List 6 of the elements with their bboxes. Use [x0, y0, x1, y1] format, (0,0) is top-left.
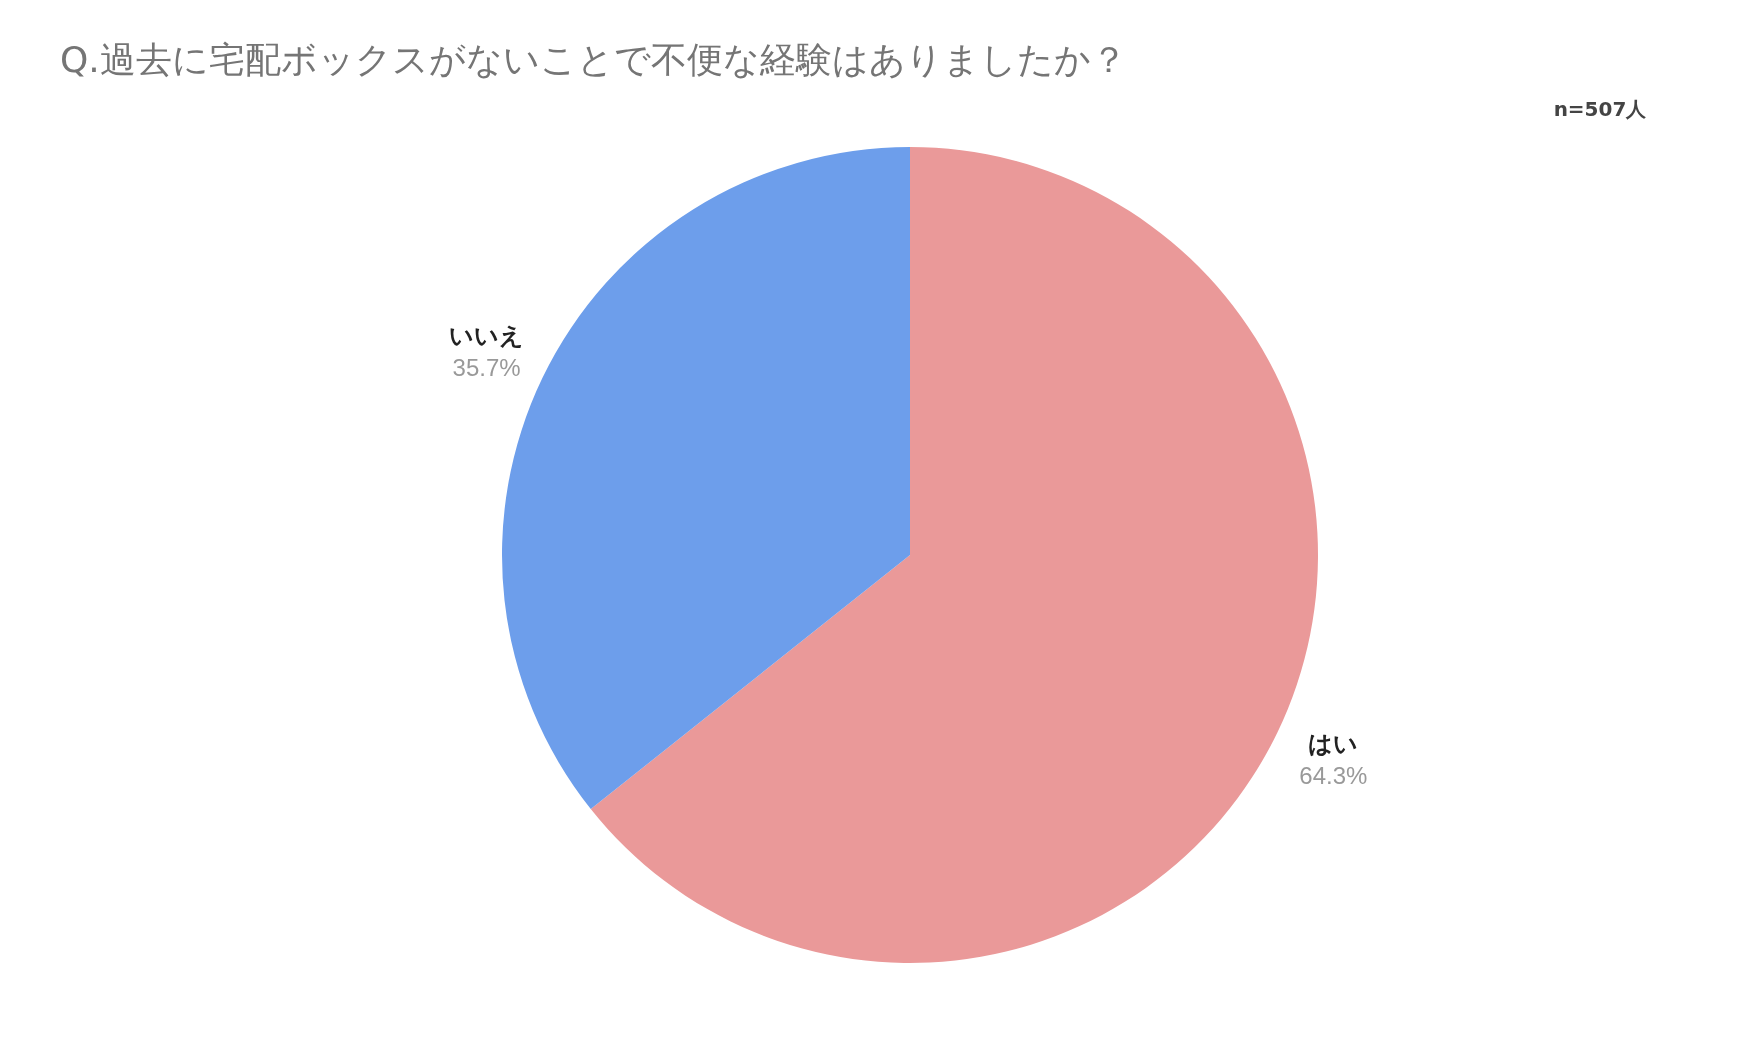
chart-title: Q.過去に宅配ボックスがないことで不便な経験はありましたか？: [60, 39, 1127, 80]
text: n=507人: [1553, 97, 1648, 121]
slice-label: はい: [1308, 730, 1359, 759]
data-label: 35.7%: [452, 353, 521, 381]
data-label: 64.3%: [1299, 762, 1368, 790]
slice-label: いいえ: [449, 321, 525, 350]
